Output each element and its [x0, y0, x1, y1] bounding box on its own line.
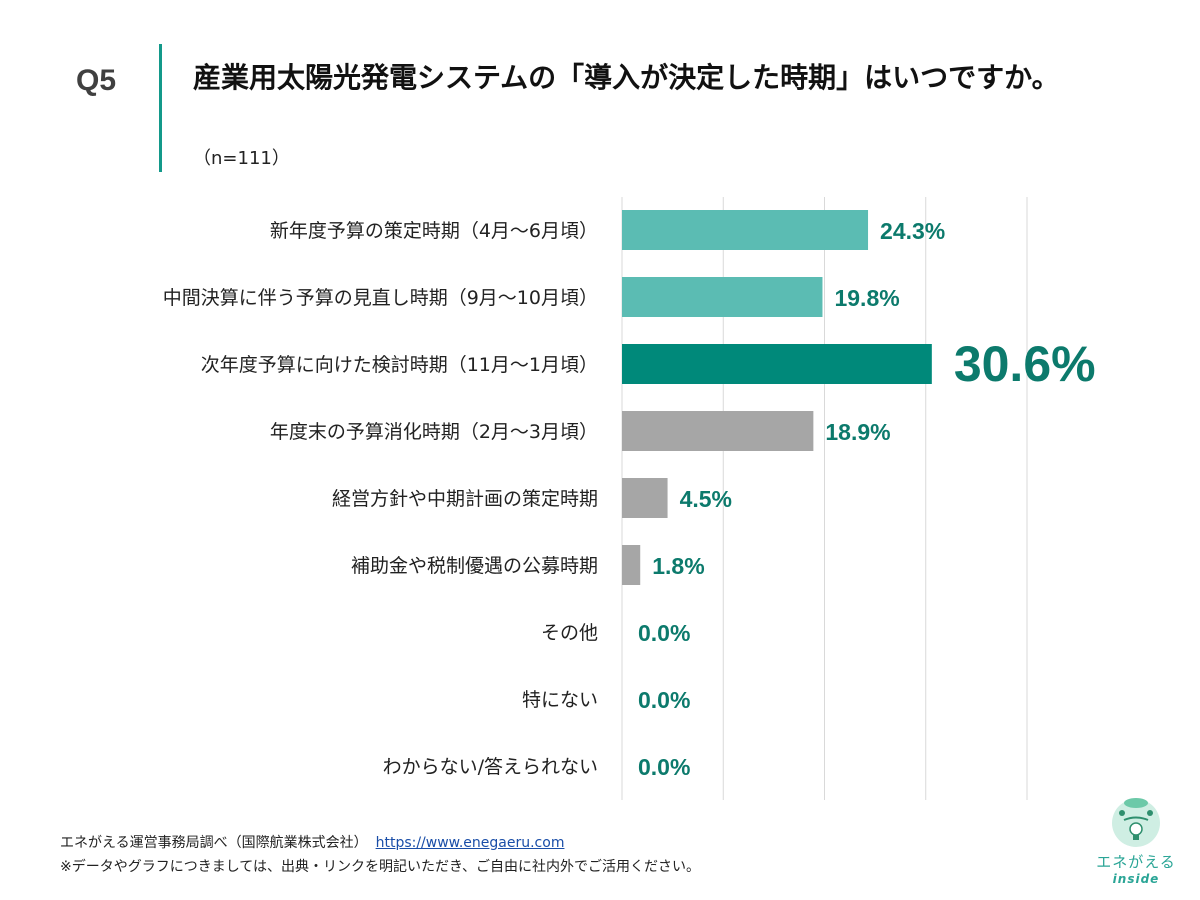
bar [622, 478, 668, 518]
category-label: わからない/答えられない [383, 756, 598, 778]
source-line: エネがえる運営事務局調べ（国際航業株式会社） https://www.enegae… [60, 832, 564, 852]
category-label: 次年度予算に向けた検討時期（11月～1月頃） [201, 354, 598, 376]
bar [622, 545, 641, 585]
category-label: 中間決算に伴う予算の見直し時期（9月～10月頃） [163, 287, 598, 309]
data-label: 0.0% [638, 620, 690, 646]
logo-text: エネがえる [1096, 853, 1176, 871]
enegaeru-logo: エネがえる inside [1090, 795, 1182, 886]
bar [622, 411, 814, 451]
source-link[interactable]: https://www.enegaeru.com [375, 835, 565, 851]
category-label: 新年度予算の策定時期（4月～6月頃） [270, 220, 598, 242]
category-label: 経営方針や中期計画の策定時期 [332, 488, 598, 510]
accent-divider [159, 44, 162, 172]
data-label: 19.8% [834, 285, 899, 311]
data-label: 24.3% [880, 218, 945, 244]
data-label: 0.0% [638, 687, 690, 713]
category-label: その他 [541, 622, 598, 644]
bar [622, 277, 823, 317]
category-label: 年度末の予算消化時期（2月～3月頃） [270, 421, 598, 443]
data-label: 1.8% [652, 553, 704, 579]
frog-bulb-icon [1112, 798, 1160, 847]
usage-note: ※データやグラフにつきましては、出典・リンクを明記いただき、ご自由に社内外でご活… [60, 859, 701, 875]
bar [622, 344, 932, 384]
sample-size: （n=111） [193, 148, 290, 169]
data-label: 30.6% [954, 336, 1096, 392]
question-number: Q5 [76, 64, 117, 97]
question-title: 産業用太陽光発電システムの「導入が決定した時期」はいつですか。 [193, 61, 1060, 94]
category-label: 特にない [522, 689, 598, 711]
category-label: 補助金や税制優遇の公募時期 [351, 555, 598, 577]
data-label: 4.5% [680, 486, 732, 512]
source-text: エネがえる運営事務局調べ（国際航業株式会社） [60, 835, 368, 851]
data-label: 18.9% [825, 419, 890, 445]
data-label: 0.0% [638, 754, 690, 780]
logo-subtext: inside [1112, 872, 1160, 886]
bar [622, 210, 869, 250]
